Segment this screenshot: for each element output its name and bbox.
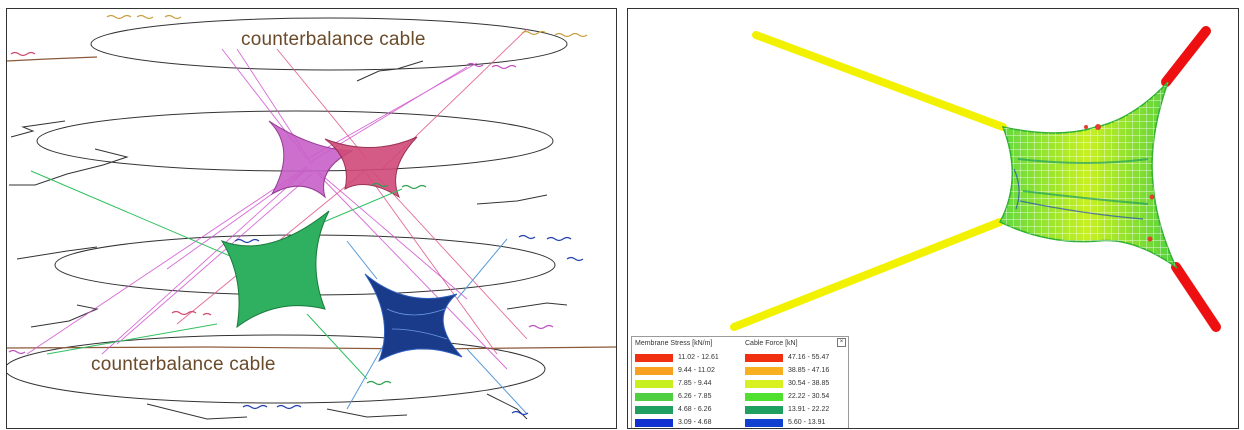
caption-counterbalance-cable-bottom: counterbalance cable [91,354,276,375]
right-panel: × Membrane Stress [kN/m] 11.02 - 12.61 9.… [627,8,1239,429]
edge-markers [1084,124,1155,242]
left-panel: counterbalance cable counterbalance cabl… [6,8,617,429]
membrane-stress-range-label: 6.26 - 7.85 [678,393,712,400]
green-membrane [220,210,330,329]
cable-force-color-swatch [745,405,783,414]
membrane-stress-legend-row: 3.09 - 4.68 [635,416,719,428]
cable-force-legend-row: 5.60 - 13.91 [745,416,829,428]
cable-force-range-label: 22.22 - 30.54 [788,393,830,400]
membrane-stress-legend-row: 11.02 - 12.61 [635,351,719,364]
red-cable-upper [1161,26,1211,87]
scribble-annotations [8,14,588,416]
cable-force-range-label: 47.16 - 55.47 [788,354,830,361]
cable-force-color-swatch [745,418,783,427]
cable-loop-bottom [7,334,546,404]
membrane-stress-range-label: 3.09 - 4.68 [678,419,712,426]
membrane-stress-color-swatch [635,418,673,427]
membrane-stress-range-label: 11.02 - 12.61 [678,354,719,361]
membrane-stress-range-label: 9.44 - 11.02 [678,367,715,374]
red-cables [176,28,528,355]
membrane-stress-color-swatch [635,405,673,414]
yellow-cable-lower [730,218,1004,331]
yellow-cable-upper [752,31,1007,131]
legend-close-icon[interactable]: × [837,338,846,347]
cable-force-range-label: 13.91 - 22.22 [788,406,830,413]
membrane-stress-color-swatch [635,366,673,375]
cable-force-color-swatch [745,392,783,401]
cable-loop-top [90,17,568,71]
stress-legend: × Membrane Stress [kN/m] 11.02 - 12.61 9.… [631,336,849,428]
cable-force-range-label: 38.85 - 47.16 [788,367,830,374]
cable-force-legend: Cable Force [kN] 47.16 - 55.47 38.85 - 47… [745,339,829,428]
membrane-stress-title: Membrane Stress [kN/m] [635,340,713,347]
membrane-stress-legend-row: 6.26 - 7.85 [635,390,719,403]
membrane-stress-color-swatch [635,379,673,388]
membrane-stress-range-label: 4.68 - 6.26 [678,406,712,413]
cable-force-range-label: 30.54 - 38.85 [788,380,830,387]
cable-force-color-swatch [745,366,783,375]
blue-cables [346,238,528,415]
magenta-membrane [268,120,354,199]
membrane-stress-range-label: 7.85 - 9.44 [678,380,712,387]
cable-force-legend-row: 13.91 - 22.22 [745,403,829,416]
cable-net-diagram [7,14,616,420]
membrane-stress-legend: Membrane Stress [kN/m] 11.02 - 12.61 9.44… [635,339,719,428]
membrane-stress-legend-row: 7.85 - 9.44 [635,377,719,390]
red-cable-lower [1171,262,1221,332]
caption-counterbalance-cable-top: counterbalance cable [241,29,426,50]
cable-force-color-swatch [745,379,783,388]
red-membrane [324,136,418,199]
cable-force-legend-row: 30.54 - 38.85 [745,377,829,390]
membrane-stress-legend-row: 4.68 - 6.26 [635,403,719,416]
membrane-stress-color-swatch [635,392,673,401]
cable-force-legend-row: 47.16 - 55.47 [745,351,829,364]
cable-force-title: Cable Force [kN] [745,340,798,347]
membrane-stress-color-swatch [635,353,673,362]
cable-force-range-label: 5.60 - 13.91 [788,419,826,426]
cable-force-legend-row: 22.22 - 30.54 [745,390,829,403]
mast-lines [9,60,568,420]
stress-analysis-diagram [730,26,1221,332]
cable-force-legend-row: 38.85 - 47.16 [745,364,829,377]
membrane-stress-legend-row: 9.44 - 11.02 [635,364,719,377]
blue-membrane [364,273,463,363]
cable-force-color-swatch [745,353,783,362]
